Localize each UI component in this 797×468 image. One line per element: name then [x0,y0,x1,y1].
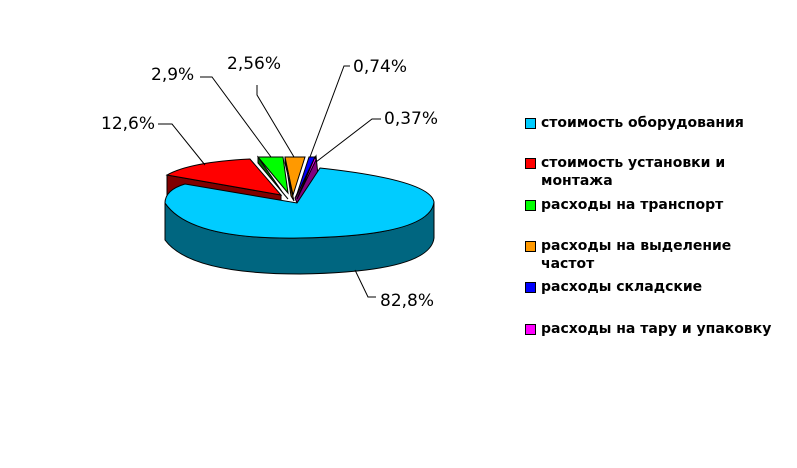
legend-label-installation: стоимость установки и монтажа [541,155,726,189]
leader-line-installation [158,123,206,166]
legend-label-storage: расходы складские [541,279,703,295]
legend-swatch-installation [525,158,536,169]
legend-label-transport: расходы на транспорт [541,197,724,213]
legend-swatch-transport [525,200,536,211]
data-label-frequencies: 2,56% [227,54,281,74]
legend-label-frequencies: расходы на выделение частот [541,238,732,272]
slice-packaging [296,155,317,200]
slice-installation [165,158,283,196]
data-label-storage: 0,74% [353,57,407,77]
legend-item-installation: стоимость установки и монтажа [525,154,761,190]
legend-swatch-equipment [525,118,536,129]
legend-swatch-packaging [525,324,536,335]
legend-item-equipment: стоимость оборудования [525,114,786,132]
slice-frequencies [284,156,306,197]
leader-line-storage [309,65,350,158]
legend-item-frequencies: расходы на выделение частот [525,237,761,273]
legend-label-equipment: стоимость оборудования [541,115,744,131]
legend-item-packaging: расходы на тару и упаковку [525,320,786,338]
legend-item-storage: расходы складские [525,278,786,296]
legend-label-packaging: расходы на тару и упаковку [541,321,772,337]
leader-line-packaging [315,118,381,163]
leader-line-frequencies [256,85,295,158]
data-label-packaging: 0,37% [384,109,438,129]
legend-item-transport: расходы на транспорт [525,196,786,214]
legend-swatch-storage [525,282,536,293]
data-label-installation: 12,6% [101,114,155,134]
leader-line-equipment [354,269,376,298]
legend-swatch-frequencies [525,241,536,252]
data-label-transport: 2,9% [151,65,194,85]
leader-line-transport [200,76,272,158]
slice-side-frequencies [284,156,295,202]
data-label-equipment: 82,8% [380,291,434,311]
slice-equipment [164,167,435,239]
slice-side-transport [257,155,289,200]
